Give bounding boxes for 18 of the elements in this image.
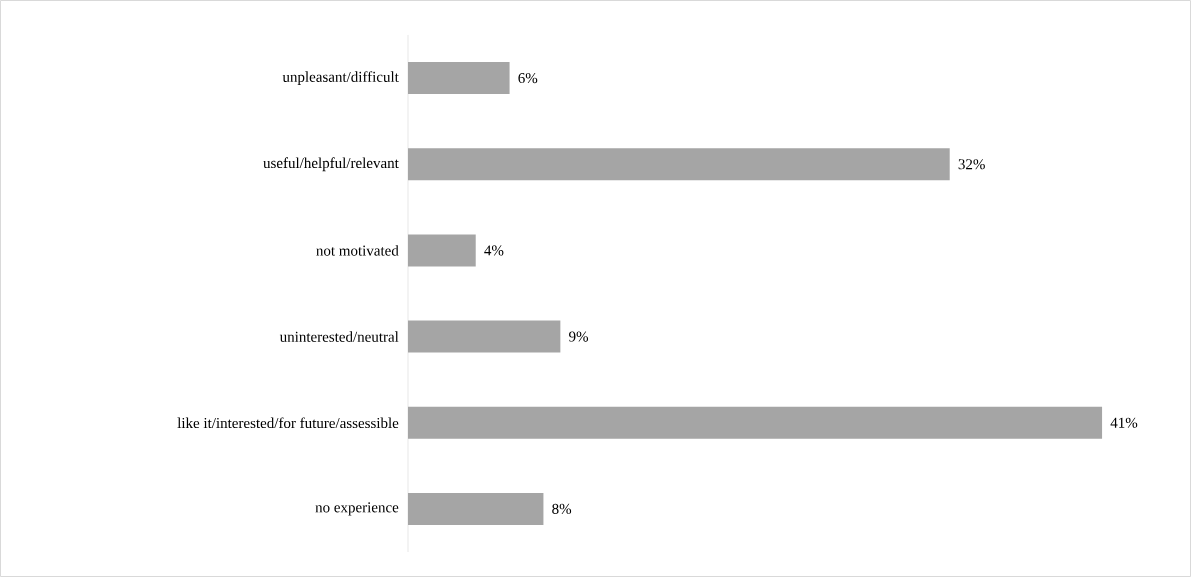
bar — [408, 148, 950, 181]
bar — [408, 62, 510, 95]
bar — [408, 320, 561, 353]
data-label: 41% — [1110, 417, 1138, 428]
data-label: 8% — [552, 503, 572, 514]
bar — [408, 492, 544, 525]
data-label: 9% — [569, 331, 589, 342]
data-label: 6% — [518, 72, 538, 84]
y-tick-label: no experience — [315, 502, 399, 516]
y-tick-label: like it/interested/for future/assessible — [177, 417, 399, 429]
y-tick-label: unpleasant/difficult — [282, 71, 399, 85]
y-tick-label: useful/helpful/relevant — [263, 157, 399, 172]
bar — [408, 234, 476, 267]
bar — [408, 406, 1103, 439]
data-label: 4% — [484, 245, 504, 256]
y-tick-label: not motivated — [316, 245, 399, 256]
data-label: 32% — [958, 159, 985, 170]
y-tick-label: uninterested/neutral — [279, 331, 399, 342]
